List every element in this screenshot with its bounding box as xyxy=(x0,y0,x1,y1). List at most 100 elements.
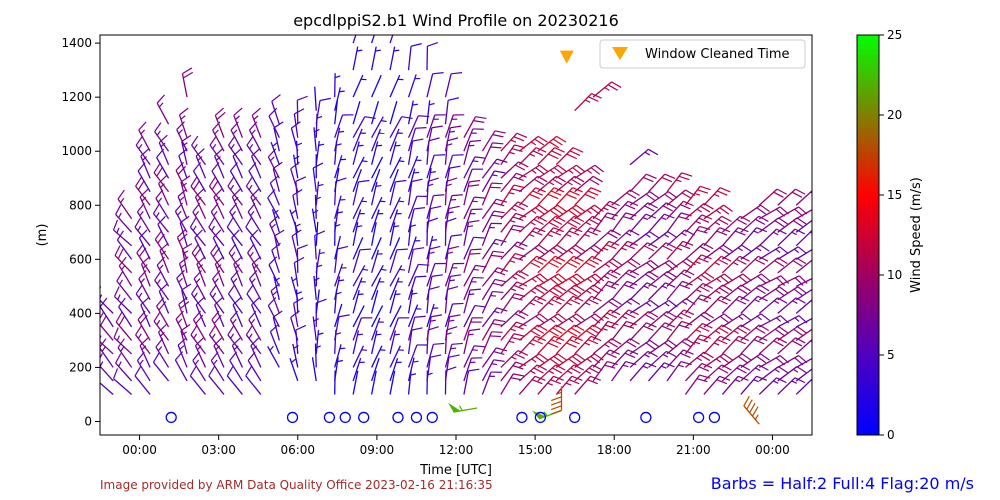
wind-barb xyxy=(269,215,280,247)
wind-barb-full xyxy=(605,284,617,290)
wind-barb-full xyxy=(294,108,305,115)
wind-barb xyxy=(592,349,620,368)
wind-barb-full xyxy=(158,134,168,144)
wind-barb-shaft xyxy=(315,329,320,354)
wind-barb-full xyxy=(751,406,759,417)
wind-barb-full xyxy=(551,258,562,265)
wind-barb xyxy=(208,217,225,247)
wind-barb xyxy=(463,168,484,192)
wind-barb xyxy=(574,335,602,355)
wind-barb-full xyxy=(514,244,525,251)
wind-barb-shaft xyxy=(444,155,454,179)
wind-barb-full xyxy=(696,378,708,383)
wind-barb-full xyxy=(590,187,602,193)
wind-barb-full xyxy=(644,313,655,321)
wind-barb xyxy=(740,227,768,247)
wind-barb xyxy=(371,345,386,368)
wind-barb-full xyxy=(627,260,637,269)
wind-barb-shaft xyxy=(500,184,515,206)
wind-barb xyxy=(389,35,394,44)
wind-barb-full xyxy=(760,204,770,213)
wind-barb xyxy=(135,284,151,314)
wind-barb-full xyxy=(647,202,658,209)
wind-barb-full xyxy=(590,335,602,342)
wind-barb-full xyxy=(537,135,548,143)
wind-barb xyxy=(352,156,368,179)
wind-barb-shaft xyxy=(140,155,151,179)
wind-barb-full xyxy=(433,194,445,197)
wind-barb-half xyxy=(180,263,186,269)
wind-barb xyxy=(407,155,422,179)
wind-barb xyxy=(481,290,504,314)
wind-barb xyxy=(371,168,381,192)
wind-barb-shaft xyxy=(481,331,493,355)
wind-barb xyxy=(352,357,365,382)
wind-barb-full xyxy=(756,227,768,233)
wind-barb-half xyxy=(468,144,475,147)
wind-barb-shaft xyxy=(158,142,170,165)
x-tick-label: 09:00 xyxy=(360,443,395,457)
wind-barb-half xyxy=(493,162,500,165)
wind-barb xyxy=(371,265,387,287)
wind-barb-full xyxy=(137,180,145,191)
wind-barb-full xyxy=(552,367,563,374)
wind-barb-full xyxy=(190,176,198,187)
x-tick-label: 06:00 xyxy=(280,443,315,457)
wind-barb xyxy=(740,353,770,368)
wind-barb-shaft xyxy=(334,248,339,273)
wind-barb xyxy=(177,337,188,368)
wind-barb xyxy=(592,360,618,382)
wind-barb-shaft xyxy=(334,195,342,219)
wind-barb xyxy=(666,349,694,368)
wind-barb-half xyxy=(737,247,743,252)
wind-barb-full xyxy=(552,138,563,146)
wind-barb-shaft xyxy=(648,173,666,193)
wind-barb-full xyxy=(140,148,150,157)
wind-barb-shaft xyxy=(500,132,518,152)
wind-barb xyxy=(370,46,381,71)
wind-barb-shaft xyxy=(134,375,151,395)
wind-barb-full xyxy=(539,313,549,322)
wind-barb xyxy=(611,309,639,328)
wind-barb-half xyxy=(116,335,121,341)
wind-barb-full xyxy=(95,368,99,378)
wind-barb-full xyxy=(138,229,148,239)
wind-barb-full xyxy=(100,315,107,326)
wind-barb xyxy=(181,283,192,314)
y-tick-label: 1400 xyxy=(61,36,92,50)
wind-barb xyxy=(777,326,807,341)
wind-barb-half xyxy=(664,302,670,307)
wind-barb-full xyxy=(624,204,636,210)
wind-barb xyxy=(189,366,206,395)
wind-barb-full xyxy=(700,274,711,282)
wind-barb xyxy=(118,297,133,328)
wind-barb xyxy=(208,366,225,395)
wind-barb-half xyxy=(675,179,682,183)
wind-barb-full xyxy=(116,271,124,282)
wind-barb-full xyxy=(401,116,413,120)
colorbar-tick-label: 20 xyxy=(887,108,902,122)
wind-barb-shaft xyxy=(250,304,262,328)
wind-barb-flag xyxy=(531,410,546,419)
wind-barb-full xyxy=(118,256,127,267)
wind-barb xyxy=(481,130,506,152)
wind-barb-full xyxy=(776,377,787,384)
wind-barb-full xyxy=(194,229,203,239)
wind-barb-shaft xyxy=(481,223,492,247)
wind-barb xyxy=(352,179,370,206)
wind-barb-full xyxy=(683,200,694,207)
wind-barb-full xyxy=(797,286,807,294)
wind-barb xyxy=(371,116,387,139)
wind-barb-half xyxy=(398,200,404,203)
wind-barb xyxy=(795,368,812,382)
wind-barb-half xyxy=(138,143,143,150)
wind-barb-full xyxy=(118,297,126,308)
wind-barb-full xyxy=(517,201,529,208)
wind-barb-full xyxy=(312,162,324,169)
wind-barb-shaft xyxy=(481,130,496,152)
wind-barb-full xyxy=(664,322,676,328)
wind-barb-full xyxy=(679,284,690,290)
wind-barb xyxy=(248,270,262,301)
wind-barb xyxy=(444,354,460,382)
wind-barb-full xyxy=(214,107,225,116)
